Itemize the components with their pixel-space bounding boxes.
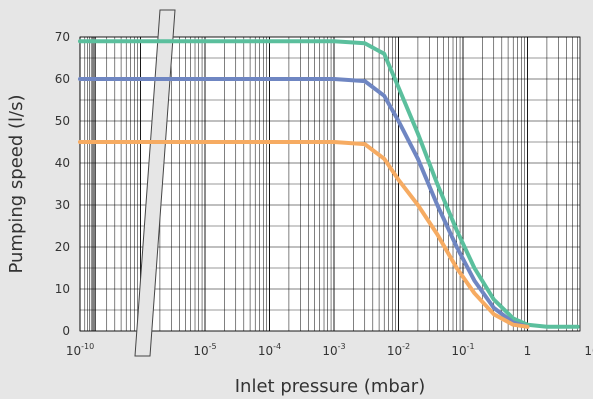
series-line-3 — [78, 140, 530, 329]
x-tick-label: 10 — [584, 344, 593, 358]
y-tick-label: 0 — [62, 324, 70, 338]
x-tick-label: 10-2 — [387, 342, 410, 358]
y-axis-title: Pumping speed (l/s) — [6, 94, 27, 273]
series-line-2 — [78, 77, 530, 329]
x-tick-label: 1 — [524, 344, 532, 358]
y-tick-label: 50 — [55, 114, 70, 128]
y-tick-label: 70 — [55, 30, 70, 44]
x-tick-label: 10-3 — [322, 342, 345, 358]
axis-break — [134, 9, 176, 357]
y-tick-label: 40 — [55, 156, 70, 170]
x-tick-label: 10-5 — [193, 342, 216, 358]
series-line-1 — [78, 39, 580, 329]
y-tick-label: 30 — [55, 198, 70, 212]
y-tick-label: 10 — [55, 282, 70, 296]
y-tick-label: 60 — [55, 72, 70, 86]
y-tick-label: 20 — [55, 240, 70, 254]
x-tick-label: 10-1 — [451, 342, 474, 358]
x-axis-title: Inlet pressure (mbar) — [235, 376, 425, 397]
x-tick-label: 10-4 — [258, 342, 281, 358]
x-tick-label: 10-10 — [66, 342, 94, 358]
